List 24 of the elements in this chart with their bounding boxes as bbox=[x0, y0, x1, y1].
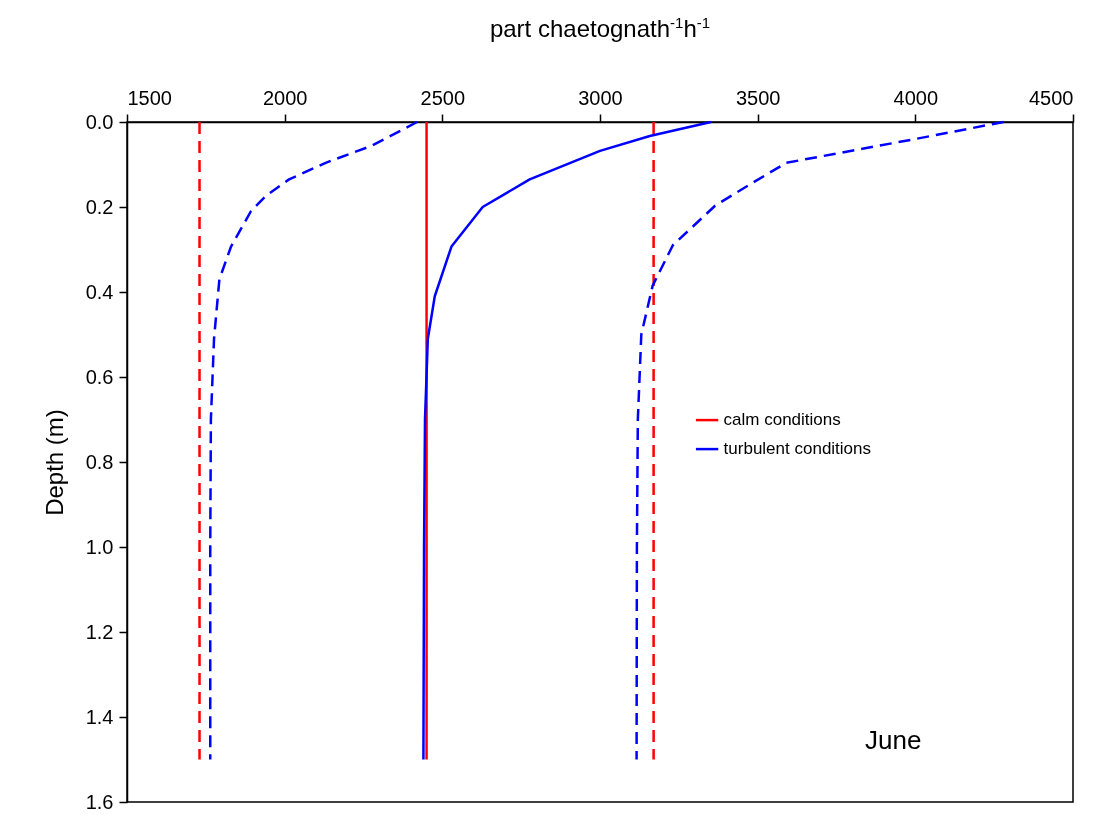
x-tick-label: 2000 bbox=[262, 86, 308, 109]
y-tick-label: 0.4 bbox=[85, 280, 114, 303]
x-tick-label: 4000 bbox=[893, 86, 939, 109]
x-tick-label: 4500 bbox=[1029, 86, 1074, 109]
y-tick-label: 1.6 bbox=[85, 790, 114, 813]
x-tick-label: 3000 bbox=[578, 86, 623, 109]
legend-label: turbulent conditions bbox=[723, 439, 872, 459]
y-tick-label: 0.8 bbox=[85, 450, 114, 473]
y-tick-label: 1.4 bbox=[85, 705, 114, 728]
line-series bbox=[422, 120, 713, 761]
line-series bbox=[209, 120, 419, 761]
x-tick-label: 3500 bbox=[735, 86, 781, 109]
x-tick-label: 2500 bbox=[420, 86, 466, 109]
x-axis-title: part chaetognath$^{-1}$h$^{-1}$ bbox=[488, 14, 712, 43]
y-tick-label: 0.6 bbox=[85, 365, 114, 388]
y-tick-label: 1.0 bbox=[85, 535, 114, 558]
y-tick-label: 0.2 bbox=[85, 195, 114, 218]
y-tick-label: 0.0 bbox=[85, 110, 114, 133]
line-series bbox=[635, 120, 1005, 761]
x-tick-label: 1500 bbox=[127, 86, 172, 109]
legend-label: calm conditions bbox=[723, 410, 841, 430]
y-tick-label: 1.2 bbox=[85, 620, 114, 643]
annotation: June bbox=[865, 724, 922, 755]
y-axis-title: Depth (m) bbox=[40, 409, 68, 516]
